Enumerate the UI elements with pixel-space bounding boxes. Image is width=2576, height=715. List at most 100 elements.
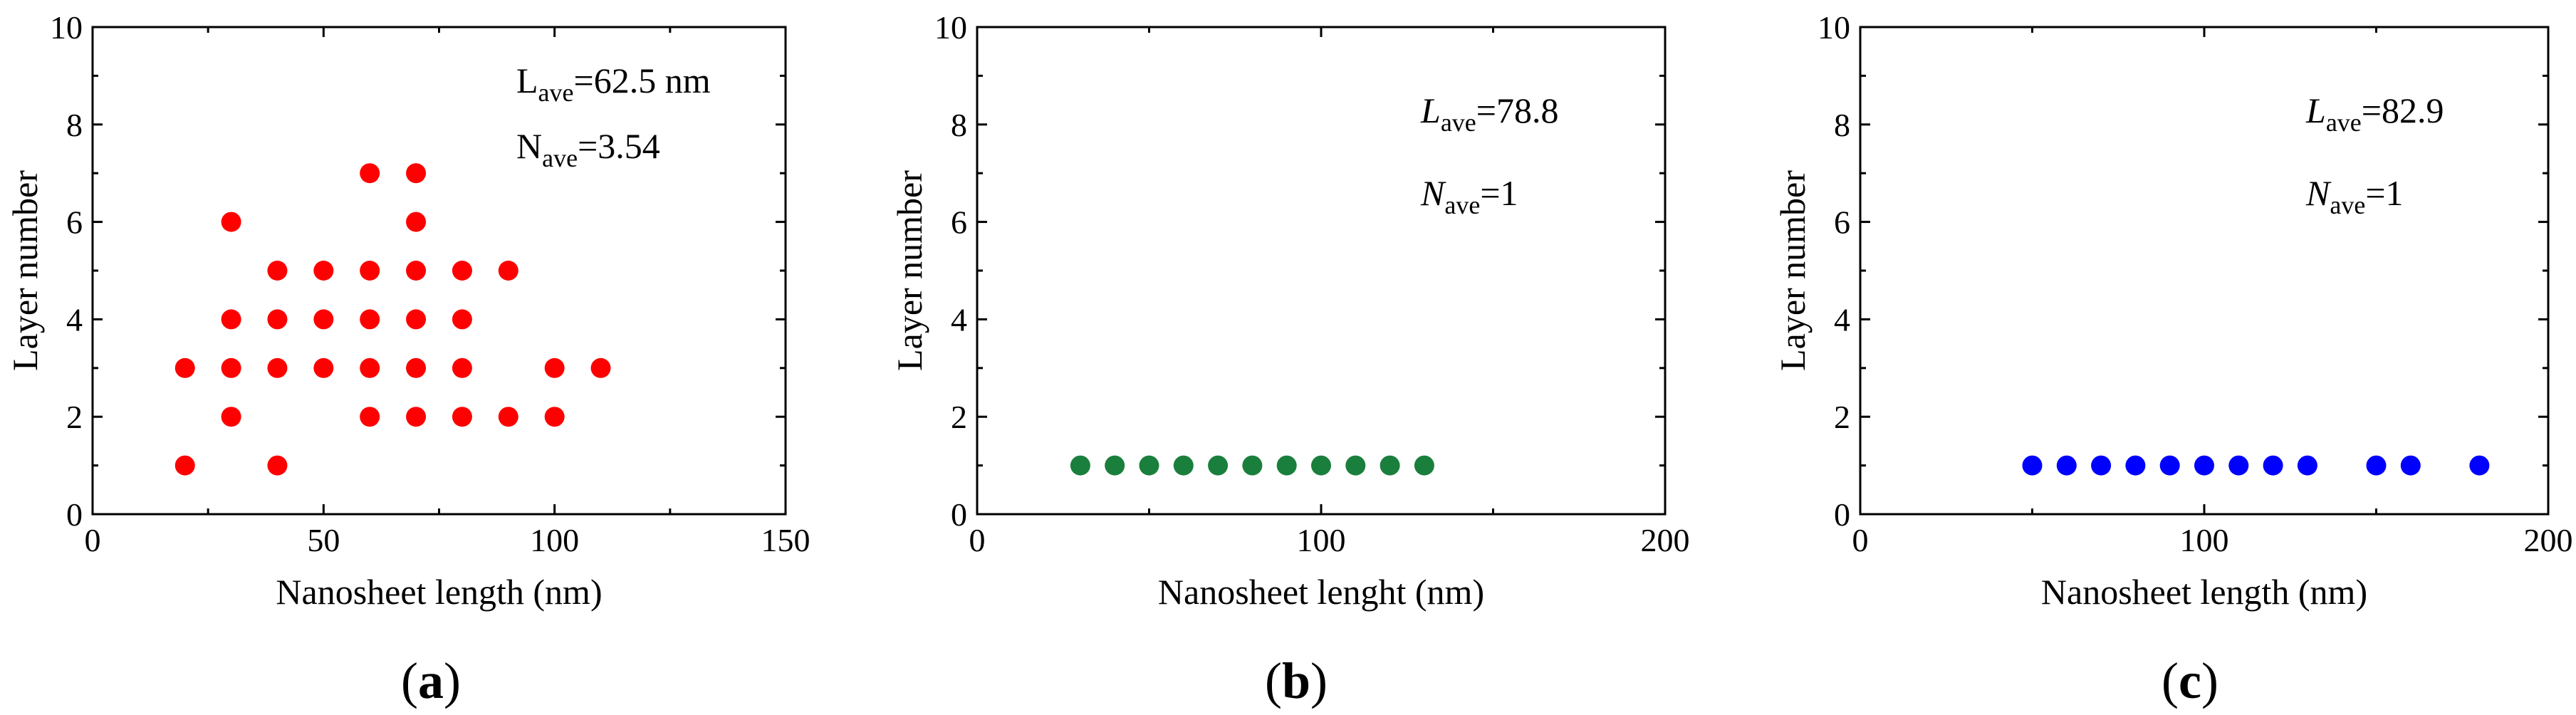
data-point (406, 261, 427, 281)
data-point (2400, 455, 2421, 476)
annotation-n-ave: Nave=1 (2305, 173, 2404, 219)
data-point (313, 309, 334, 330)
x-axis-label: Nanosheet length (nm) (2041, 572, 2367, 612)
data-point (313, 261, 334, 281)
data-point (452, 261, 472, 281)
annotation-value: =78.8 (1476, 90, 1559, 130)
annotation-n-ave: Nave=3.54 (516, 126, 660, 172)
data-point (1105, 455, 1125, 476)
data-point (360, 309, 380, 330)
x-tick-label: 50 (307, 522, 340, 558)
x-tick-label: 0 (969, 522, 986, 558)
annotation-subscript: ave (2330, 191, 2365, 219)
annotation-symbol: L (2305, 90, 2326, 130)
data-point (1380, 455, 1400, 476)
data-point (544, 358, 565, 378)
y-tick-label: 8 (951, 107, 967, 143)
x-axis-label: Nanosheet length (nm) (276, 572, 602, 612)
y-tick-label: 10 (50, 9, 83, 46)
data-point (2228, 455, 2249, 476)
data-point (1208, 455, 1229, 476)
data-point (360, 358, 380, 378)
x-tick-label: 100 (2180, 522, 2229, 558)
annotation-subscript: ave (538, 78, 574, 107)
y-tick-label: 4 (1834, 301, 1850, 338)
annotation-symbol: N (516, 126, 542, 166)
y-tick-label: 2 (951, 399, 967, 435)
chart-panel-c: 0 100 200 0 2 4 6 8 10 Nanosheet length (nm) Layer… (1773, 9, 2573, 709)
panel-label: (a) (401, 652, 461, 709)
panel-label: (b) (1265, 652, 1328, 709)
y-tick-label: 6 (66, 204, 83, 241)
data-point (1070, 455, 1090, 476)
data-point (590, 358, 611, 378)
annotation-value: =3.54 (578, 126, 660, 166)
panel-label-letter: a (418, 652, 444, 709)
data-point (2263, 455, 2283, 476)
x-tick-label: 0 (1852, 522, 1869, 558)
panel-label-close-paren: ) (1310, 652, 1328, 709)
annotation-subscript: ave (2326, 108, 2362, 137)
x-tick-label: 200 (1641, 522, 1690, 558)
x-tick-label: 100 (530, 522, 579, 558)
data-point (1242, 455, 1263, 476)
data-point (544, 407, 565, 427)
annotation-l-ave: Lave=78.8 (1420, 90, 1558, 137)
panel-label: (c) (2162, 652, 2218, 709)
data-point (2159, 455, 2180, 476)
plot-frame (1859, 26, 2550, 516)
data-point (452, 358, 472, 378)
annotation-symbol: L (516, 61, 538, 100)
x-tick-label: 0 (85, 522, 101, 558)
x-tick-label: 150 (761, 522, 810, 558)
panel-label-open-paren: ( (1265, 652, 1282, 709)
data-point (267, 358, 288, 378)
data-point (498, 407, 518, 427)
data-point (221, 309, 241, 330)
data-point (1173, 455, 1194, 476)
data-point (406, 358, 427, 378)
annotation-symbol: N (2305, 173, 2332, 213)
data-point (267, 455, 288, 476)
data-point (406, 163, 427, 184)
data-point (1276, 455, 1297, 476)
annotation-value: =62.5 nm (574, 61, 711, 100)
data-point (2469, 455, 2490, 476)
y-tick-label: 0 (1834, 496, 1850, 533)
y-axis-label: Layer number (890, 170, 929, 371)
panel-label-close-paren: ) (2201, 652, 2218, 709)
data-point (174, 455, 195, 476)
data-point (360, 261, 380, 281)
data-point (267, 309, 288, 330)
annotation-l-ave: Lave=62.5 nm (516, 61, 711, 107)
panel-label-open-paren: ( (401, 652, 418, 709)
y-tick-label: 4 (951, 301, 967, 338)
y-tick-label: 6 (1834, 204, 1850, 241)
y-tick-label: 6 (951, 204, 967, 241)
y-tick-label: 0 (66, 496, 83, 533)
annotation-value: =1 (1480, 173, 1518, 213)
annotation-symbol: N (1420, 173, 1446, 213)
data-point (174, 358, 195, 378)
data-point (452, 407, 472, 427)
data-point (2297, 455, 2317, 476)
y-tick-label: 8 (66, 107, 83, 143)
panel-label-letter: b (1282, 652, 1310, 709)
annotation-n-ave: Nave=1 (1420, 173, 1518, 219)
annotation-value: =1 (2365, 173, 2403, 213)
data-point (406, 309, 427, 330)
panel-label-letter: c (2179, 652, 2201, 709)
annotation-subscript: ave (542, 144, 578, 172)
data-point (2194, 455, 2214, 476)
y-tick-label: 8 (1834, 107, 1850, 143)
data-point (1311, 455, 1331, 476)
x-tick-label: 100 (1297, 522, 1346, 558)
data-point (2022, 455, 2043, 476)
y-axis-label: Layer number (5, 170, 45, 371)
y-tick-label: 4 (66, 301, 83, 338)
chart-panel-b: 0 100 200 0 2 4 6 8 10 Nanosheet lenght (nm) Layer… (890, 9, 1690, 709)
x-tick-label: 200 (2524, 522, 2573, 558)
data-point (360, 163, 380, 184)
data-point (406, 407, 427, 427)
